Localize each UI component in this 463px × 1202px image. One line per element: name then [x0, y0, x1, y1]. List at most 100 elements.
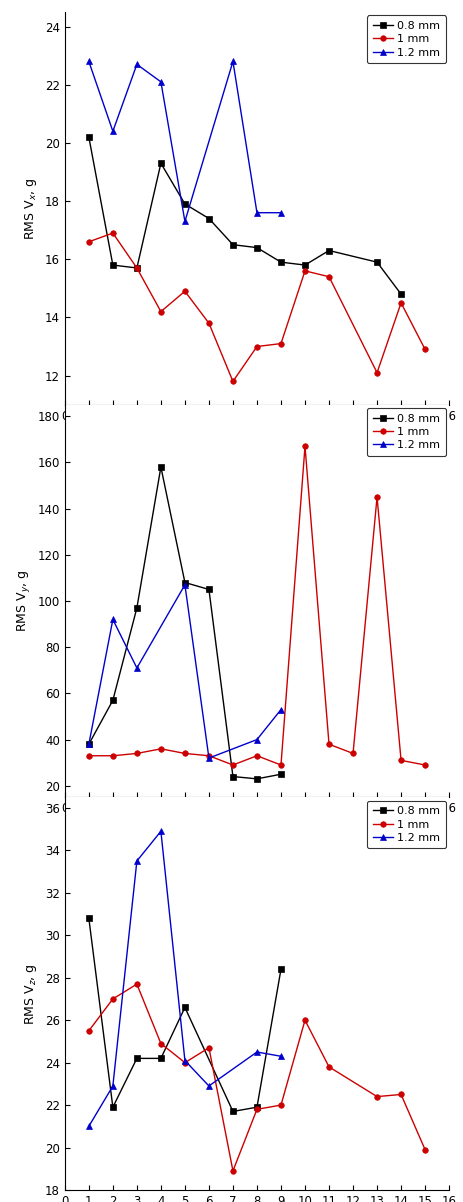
1 mm	[302, 439, 308, 453]
Line: 0.8 mm: 0.8 mm	[86, 916, 284, 1114]
Legend: 0.8 mm, 1 mm, 1.2 mm: 0.8 mm, 1 mm, 1.2 mm	[367, 407, 446, 456]
0.8 mm	[182, 1000, 188, 1014]
1.2 mm	[134, 853, 140, 868]
1 mm	[230, 1164, 236, 1178]
Line: 1 mm: 1 mm	[86, 231, 428, 385]
Y-axis label: RMS V$_x$, g: RMS V$_x$, g	[24, 177, 39, 239]
0.8 mm	[134, 1052, 140, 1066]
Line: 0.8 mm: 0.8 mm	[86, 135, 404, 297]
1 mm	[158, 1036, 164, 1051]
1 mm	[278, 337, 284, 351]
1 mm	[254, 339, 260, 353]
0.8 mm	[302, 258, 308, 273]
1 mm	[158, 742, 164, 756]
Line: 1 mm: 1 mm	[86, 981, 428, 1173]
0.8 mm	[230, 769, 236, 784]
1 mm	[350, 746, 356, 761]
1 mm	[86, 1024, 92, 1039]
0.8 mm	[134, 261, 140, 275]
0.8 mm	[158, 1052, 164, 1066]
1.2 mm	[206, 751, 212, 766]
0.8 mm	[110, 258, 116, 273]
1 mm	[86, 234, 92, 249]
0.8 mm	[230, 1105, 236, 1119]
1 mm	[422, 343, 428, 357]
1.2 mm	[278, 206, 284, 220]
0.8 mm	[86, 911, 92, 926]
1 mm	[110, 226, 116, 240]
1.2 mm	[134, 661, 140, 676]
0.8 mm	[182, 197, 188, 212]
1 mm	[158, 304, 164, 319]
0.8 mm	[398, 287, 404, 302]
1.2 mm	[86, 737, 92, 751]
1 mm	[254, 749, 260, 763]
1 mm	[134, 746, 140, 761]
1.2 mm	[110, 124, 116, 138]
1 mm	[86, 749, 92, 763]
X-axis label: No. of passes: No. of passes	[215, 428, 299, 441]
1 mm	[302, 1013, 308, 1028]
1 mm	[374, 1089, 380, 1103]
1 mm	[326, 1060, 332, 1075]
0.8 mm	[326, 243, 332, 257]
1 mm	[182, 284, 188, 298]
1 mm	[326, 737, 332, 751]
1 mm	[110, 992, 116, 1006]
1 mm	[278, 757, 284, 772]
1.2 mm	[158, 825, 164, 839]
0.8 mm	[158, 156, 164, 171]
1 mm	[206, 749, 212, 763]
1 mm	[302, 263, 308, 278]
1.2 mm	[182, 1053, 188, 1067]
0.8 mm	[206, 212, 212, 226]
1.2 mm	[254, 732, 260, 746]
1.2 mm	[278, 702, 284, 716]
1 mm	[374, 490, 380, 505]
1 mm	[110, 749, 116, 763]
1 mm	[398, 754, 404, 768]
0.8 mm	[110, 1100, 116, 1114]
Legend: 0.8 mm, 1 mm, 1.2 mm: 0.8 mm, 1 mm, 1.2 mm	[367, 16, 446, 64]
0.8 mm	[254, 772, 260, 786]
1.2 mm	[86, 54, 92, 69]
0.8 mm	[110, 694, 116, 708]
1 mm	[278, 1097, 284, 1112]
1.2 mm	[254, 206, 260, 220]
1 mm	[182, 746, 188, 761]
1 mm	[206, 1041, 212, 1055]
1 mm	[230, 757, 236, 772]
1.2 mm	[110, 612, 116, 626]
1.2 mm	[110, 1078, 116, 1093]
1 mm	[134, 977, 140, 992]
0.8 mm	[158, 460, 164, 475]
0.8 mm	[86, 737, 92, 751]
0.8 mm	[278, 962, 284, 976]
0.8 mm	[182, 576, 188, 590]
X-axis label: No. of passes: No. of passes	[215, 821, 299, 834]
1.2 mm	[134, 58, 140, 72]
1.2 mm	[278, 1049, 284, 1064]
0.8 mm	[278, 767, 284, 781]
Line: 1.2 mm: 1.2 mm	[86, 828, 284, 1129]
Line: 1.2 mm: 1.2 mm	[86, 59, 284, 225]
0.8 mm	[278, 255, 284, 269]
1 mm	[206, 316, 212, 331]
1 mm	[230, 374, 236, 388]
1.2 mm	[86, 1119, 92, 1133]
1.2 mm	[254, 1045, 260, 1059]
0.8 mm	[86, 130, 92, 144]
1 mm	[422, 757, 428, 772]
1 mm	[374, 365, 380, 380]
0.8 mm	[230, 238, 236, 252]
1 mm	[182, 1055, 188, 1070]
0.8 mm	[254, 240, 260, 255]
0.8 mm	[134, 601, 140, 615]
0.8 mm	[254, 1100, 260, 1114]
1 mm	[134, 261, 140, 275]
0.8 mm	[374, 255, 380, 269]
1.2 mm	[206, 1078, 212, 1093]
1 mm	[422, 1142, 428, 1156]
Text: (a): (a)	[244, 492, 270, 508]
Text: (b): (b)	[243, 883, 271, 900]
